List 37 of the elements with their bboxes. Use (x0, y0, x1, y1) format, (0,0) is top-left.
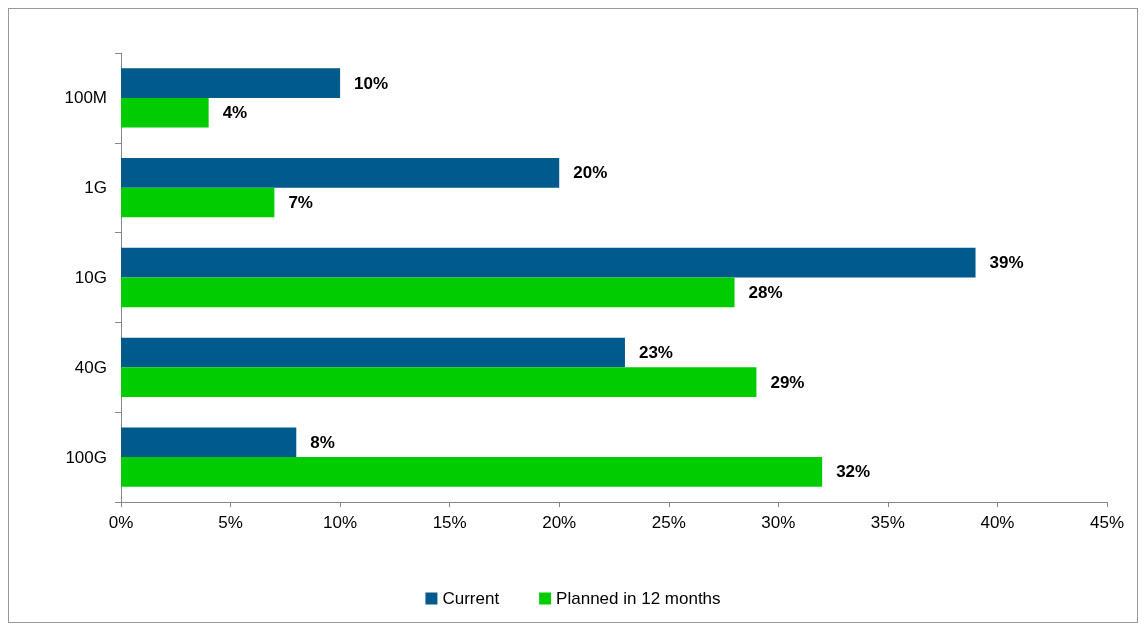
data-label: 4% (222, 103, 248, 123)
bar (121, 158, 560, 188)
legend-label: Planned in 12 months (556, 589, 721, 608)
data-label: 23% (638, 342, 673, 362)
bar (121, 277, 735, 308)
y-tick-label: 40G (74, 357, 107, 377)
legend-label: Current (442, 589, 500, 608)
y-tick-label: 1G (84, 178, 107, 198)
data-label: 32% (836, 462, 871, 482)
y-tick-label: 10G (74, 268, 107, 287)
bar (121, 427, 297, 458)
bar (121, 337, 625, 368)
data-label: 10% (354, 73, 389, 93)
x-tick-label: 20% (542, 513, 577, 532)
x-tick-label: 35% (870, 513, 905, 532)
data-label: 20% (573, 163, 608, 183)
data-label: 39% (989, 253, 1024, 273)
x-tick-label: 5% (218, 513, 243, 532)
data-label: 8% (310, 432, 335, 452)
bar (121, 247, 976, 278)
x-tick-label: 40% (980, 513, 1015, 532)
bar (121, 68, 341, 98)
bar (121, 457, 823, 487)
x-tick-label: 0% (108, 513, 134, 532)
data-label: 7% (288, 193, 313, 213)
x-tick-label: 15% (432, 513, 467, 532)
data-label: 29% (770, 372, 805, 392)
bar (121, 367, 757, 397)
x-tick-label: 25% (651, 513, 686, 532)
x-tick-label: 45% (1089, 513, 1125, 532)
x-tick-label: 30% (761, 513, 796, 532)
data-label: 28% (748, 282, 783, 302)
bar (121, 187, 275, 218)
y-tick-label: 100G (65, 447, 107, 467)
bar (121, 97, 209, 128)
y-tick-label: 100M (64, 88, 107, 108)
x-tick-label: 10% (323, 513, 358, 532)
